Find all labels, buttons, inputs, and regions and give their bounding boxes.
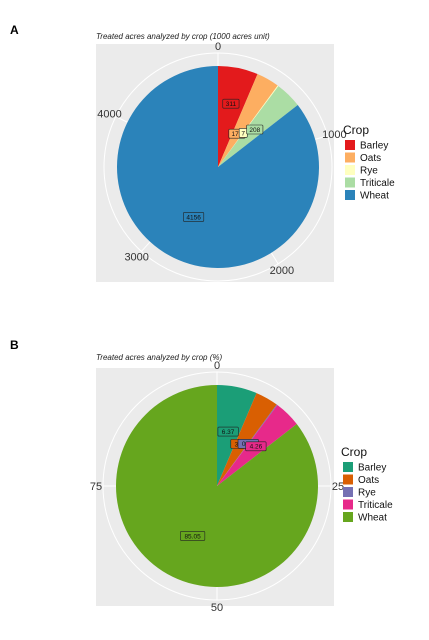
legend-title: Crop	[343, 123, 369, 137]
legend-label: Barley	[360, 141, 388, 152]
legend-swatch	[343, 462, 353, 472]
tick-label: 2000	[270, 265, 294, 277]
legend-label: Oats	[360, 153, 381, 164]
panel-letter: B	[10, 338, 19, 352]
legend-swatch	[345, 177, 355, 188]
tick-label: 1000	[322, 129, 346, 141]
legend-swatch	[345, 140, 355, 150]
data-label-box	[245, 441, 267, 452]
chart-title: Treated acres analyzed by crop (%)	[96, 353, 222, 362]
tick-label: 75	[90, 481, 102, 493]
data-label-box	[183, 212, 205, 222]
legend-swatch	[343, 512, 353, 522]
panel-letter: A	[10, 23, 19, 37]
legend-swatch	[345, 152, 355, 163]
legend-label: Rye	[358, 488, 376, 499]
legend-swatch	[345, 165, 355, 175]
tick-label: 4000	[97, 108, 121, 120]
data-label-box	[222, 98, 240, 109]
tick-label: 0	[214, 360, 220, 372]
data-label: 311	[226, 101, 237, 108]
pie-slice-wheat	[117, 65, 319, 268]
legend-label: Triticale	[360, 178, 395, 189]
legend-swatch	[345, 190, 355, 200]
data-label: 85.05	[184, 533, 201, 540]
tick-label: 0	[215, 41, 221, 53]
data-label: 178	[232, 131, 243, 138]
pie-slice-oats	[218, 74, 278, 167]
legend-swatch	[343, 487, 353, 497]
legend-label: Oats	[358, 475, 379, 486]
pie-slice-wheat	[116, 385, 319, 587]
tick-label: 50	[211, 602, 223, 614]
legend-swatch	[343, 474, 353, 485]
legend-label: Wheat	[360, 191, 389, 202]
legend-swatch	[343, 499, 353, 510]
legend-label: Triticale	[358, 500, 393, 511]
tick-label: 3000	[124, 252, 148, 264]
data-label: 4156	[186, 214, 201, 221]
legend-label: Rye	[360, 166, 378, 177]
tick-label: 25	[332, 481, 344, 493]
data-label: 208	[249, 127, 260, 134]
data-label-box	[180, 531, 206, 541]
legend-label: Wheat	[358, 513, 387, 524]
data-label: 4.26	[250, 444, 263, 451]
data-label: 7	[241, 130, 245, 137]
data-label: 6.37	[222, 429, 235, 436]
legend-label: Barley	[358, 463, 386, 474]
pie-slice-barley	[218, 66, 258, 167]
chart-a: A Treated acres analyzed by crop (1000 ac…	[10, 23, 395, 282]
legend-title: Crop	[341, 445, 367, 459]
data-label-box	[246, 124, 264, 135]
data-label-box	[217, 426, 239, 437]
chart-title: Treated acres analyzed by crop (1000 acr…	[96, 32, 270, 41]
